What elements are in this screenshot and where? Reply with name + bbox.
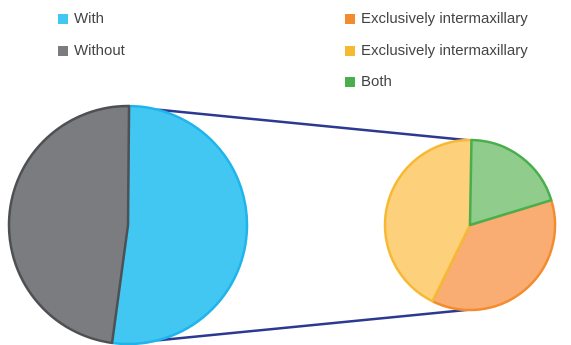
legend-without: Without (58, 42, 125, 59)
main-pie (7, 104, 249, 345)
legend-label-exclusively-2: Exclusively intermaxillary (361, 42, 528, 59)
legend-with: With (58, 10, 104, 27)
pie-slice-exclusively-1 (431, 198, 557, 312)
connector-line-bottom (130, 307, 477, 345)
connector-line-top (130, 105, 477, 143)
pie-slice-with (110, 104, 249, 345)
pie-slice-without (7, 104, 131, 345)
legend-both: Both (345, 73, 392, 90)
legend-swatch-without (58, 45, 68, 56)
legend-label-with: With (74, 10, 104, 27)
legend-label-without: Without (74, 42, 125, 59)
legend-exclusively-1: Exclusively intermaxillary (345, 10, 528, 27)
legend-swatch-with (58, 13, 68, 24)
legend-exclusively-2: Exclusively intermaxillary (345, 42, 528, 59)
legend-swatch-both (345, 76, 355, 87)
pie-slice-exclusively-2 (383, 138, 473, 303)
sub-pie (383, 138, 557, 312)
legend-label-exclusively-1: Exclusively intermaxillary (361, 10, 528, 27)
legend-swatch-exclusively-2 (345, 45, 355, 56)
legend-swatch-exclusively-1 (345, 13, 355, 24)
legend-label-both: Both (361, 73, 392, 90)
pie-slice-both (468, 138, 553, 227)
